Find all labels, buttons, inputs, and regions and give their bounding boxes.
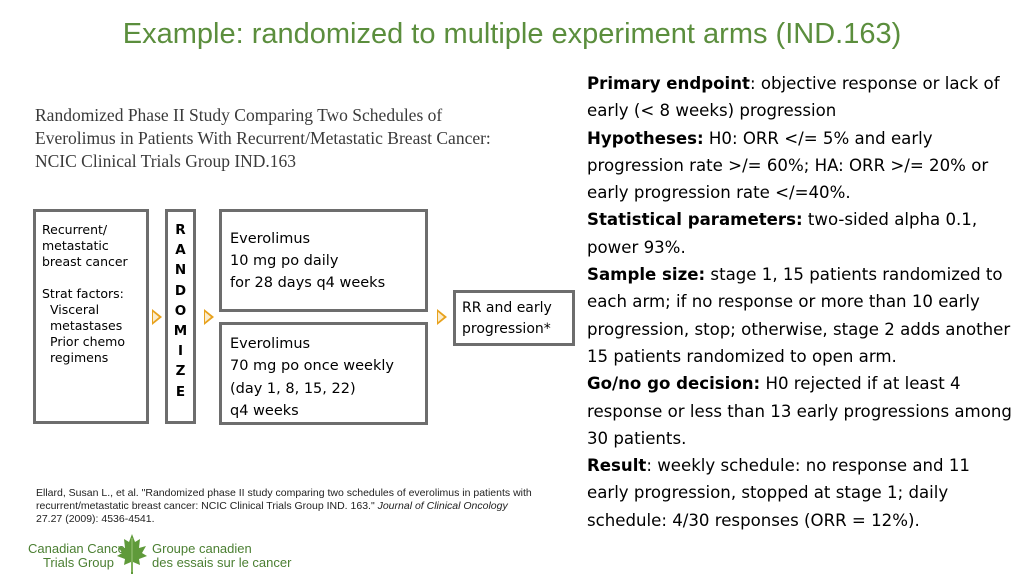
randomize-letter: M xyxy=(173,323,188,340)
randomize-box: R A N D O M I Z E xyxy=(165,209,196,424)
cctg-logo: Canadian Cancer Trials Group Groupe cana… xyxy=(28,532,292,576)
arm-line: for 28 days q4 weeks xyxy=(230,275,386,291)
maple-leaf-icon xyxy=(117,534,147,574)
arm-line: Everolimus xyxy=(230,231,311,247)
logo-fr-line: Groupe canadien xyxy=(152,541,252,556)
arm-line: Everolimus xyxy=(230,336,311,352)
randomize-letter: Z xyxy=(175,363,186,380)
population-line: metastatic xyxy=(42,238,109,253)
arrow-right-icon xyxy=(437,309,447,325)
summary-label: Primary endpoint xyxy=(587,74,750,93)
arm-line: 10 mg po daily xyxy=(230,253,339,269)
arrow-right-icon xyxy=(152,309,162,325)
summary-text: H0: ORR </= 5% and early progression rat… xyxy=(587,128,989,203)
summary-item: Hypotheses: H0: ORR </= 5% and early pro… xyxy=(587,125,1012,207)
logo-fr-line: des essais sur le cancer xyxy=(152,555,292,570)
logo-en-line: Trials Group xyxy=(42,555,114,570)
arm-weekly-box: Everolimus 70 mg po once weekly (day 1, … xyxy=(219,322,428,425)
outcome-line: RR and early xyxy=(462,300,552,316)
summary-text: : objective response or lack of early (<… xyxy=(587,74,1000,121)
arm-daily-box: Everolimus 10 mg po daily for 28 days q4… xyxy=(219,209,428,312)
strat-factors-label: Strat factors: xyxy=(42,286,124,301)
outcome-line: progression* xyxy=(462,321,551,337)
design-summary: Primary endpoint: objective response or … xyxy=(587,70,1012,534)
summary-text: two-sided alpha 0.1, power 93%. xyxy=(587,210,978,257)
population-line: breast cancer xyxy=(42,254,128,269)
summary-item: Statistical parameters: two-sided alpha … xyxy=(587,206,1012,261)
outcome-box: RR and early progression* xyxy=(453,290,575,346)
summary-item: Go/no go decision: H0 rejected if at lea… xyxy=(587,370,1012,452)
summary-label: Statistical parameters: xyxy=(587,210,803,230)
arm-line: 70 mg po once weekly xyxy=(230,358,394,375)
population-box: Recurrent/ metastatic breast cancer Stra… xyxy=(33,209,149,424)
strat-factor: metastases xyxy=(50,318,123,333)
summary-item: Result: weekly schedule: no response and… xyxy=(587,452,1012,534)
paper-title: Randomized Phase II Study Comparing Two … xyxy=(35,105,491,171)
summary-label: Sample size: xyxy=(587,265,706,285)
randomize-letter: I xyxy=(177,343,184,360)
summary-item: Sample size: stage 1, 15 patients random… xyxy=(587,261,1012,370)
arm-line: (day 1, 8, 15, 22) xyxy=(230,380,356,397)
citation-details: 27.27 (2009): 4536-4541. xyxy=(36,513,155,525)
citation-journal: Journal of Clinical Oncology xyxy=(377,500,508,512)
randomize-letter: O xyxy=(174,302,187,319)
summary-text: : weekly schedule: no response and 11 ea… xyxy=(587,456,970,530)
randomize-letter: N xyxy=(174,262,187,279)
strat-factor: Visceral xyxy=(50,302,100,317)
summary-text: stage 1, 15 patients randomized to each … xyxy=(587,265,1011,366)
strat-factor: Prior chemo xyxy=(50,334,125,349)
summary-item: Primary endpoint: objective response or … xyxy=(587,70,1012,125)
population-line: Recurrent/ xyxy=(42,222,108,237)
strat-factor: regimens xyxy=(50,350,109,365)
arm-line: q4 weeks xyxy=(230,402,299,419)
arrow-right-icon xyxy=(204,309,214,325)
summary-label: Hypotheses: xyxy=(587,128,704,148)
randomize-letter: D xyxy=(174,282,187,299)
randomize-letter: E xyxy=(175,383,186,400)
citation: Ellard, Susan L., et al. "Randomized pha… xyxy=(36,487,536,526)
summary-text: H0 rejected if at least 4 response or le… xyxy=(587,374,1012,448)
citation-text: Ellard, Susan L., et al. "Randomized pha… xyxy=(36,487,532,512)
randomize-letter: A xyxy=(175,242,186,259)
randomize-letter: R xyxy=(175,222,186,238)
summary-label: Go/no go decision: xyxy=(587,374,761,394)
logo-en-line: Canadian Cancer xyxy=(28,541,130,556)
slide-title: Example: randomized to multiple experime… xyxy=(122,18,902,50)
summary-label: Result xyxy=(587,456,647,476)
